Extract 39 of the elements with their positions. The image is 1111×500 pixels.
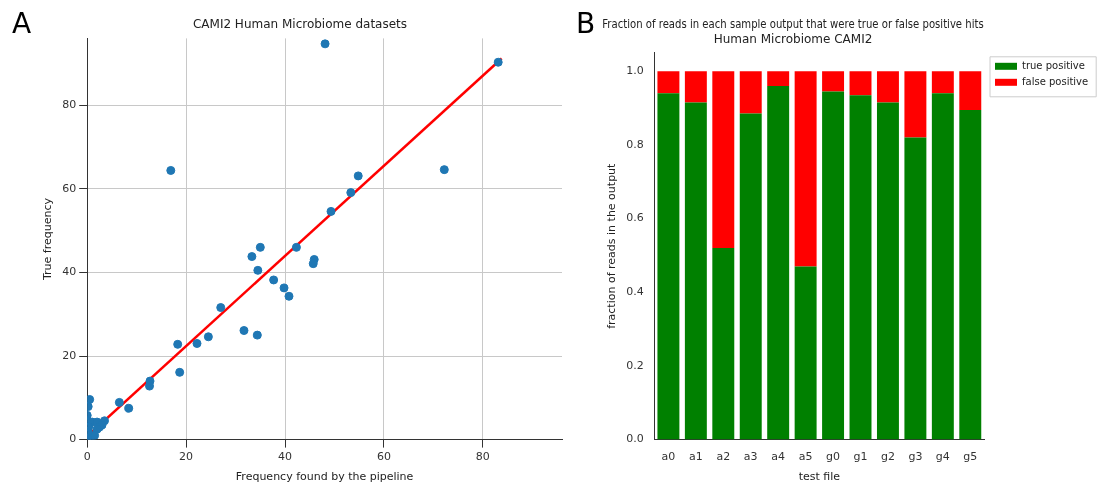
- x-axis-title: test file: [798, 470, 841, 484]
- y-tick-label: 0.0: [626, 432, 644, 446]
- x-tick-label: 60: [376, 450, 391, 464]
- y-tick-label: 40: [62, 265, 77, 279]
- chart-subtitle: Human Microbiome CAMI2: [713, 31, 873, 46]
- chart-title: Fraction of reads in each sample output that were true or false positive hits: [602, 17, 984, 32]
- x-tick-label: a3: [743, 450, 758, 464]
- x-tick-label: 40: [278, 450, 293, 464]
- x-tick-label: a4: [771, 450, 786, 464]
- x-tick-label: a5: [798, 450, 813, 464]
- y-axis-title: fraction of reads in the output: [605, 162, 619, 329]
- x-tick-label: 20: [179, 450, 194, 464]
- y-tick-label: 20: [62, 348, 77, 362]
- y-axis-title: True frequency: [41, 197, 55, 282]
- y-tick-label: 0: [69, 432, 77, 446]
- x-tick-label: g1: [853, 450, 868, 464]
- x-tick-label: g4: [935, 450, 950, 464]
- y-tick-label: 80: [62, 98, 77, 112]
- chart-title: CAMI2 Human Microbiome datasets: [192, 17, 408, 32]
- y-tick-label: 60: [62, 181, 77, 195]
- x-tick-label: 0: [83, 450, 91, 464]
- text: A: [12, 7, 32, 41]
- x-tick-label: g5: [963, 450, 978, 464]
- x-tick-label: a2: [716, 450, 731, 464]
- legend-label: true positive: [1022, 60, 1085, 72]
- x-tick-label: 80: [475, 450, 490, 464]
- y-tick-label: 0.8: [626, 137, 644, 151]
- x-tick-label: g3: [908, 450, 923, 464]
- x-axis-title: Frequency found by the pipeline: [235, 470, 414, 484]
- x-tick-label: g0: [826, 450, 841, 464]
- text: B: [576, 7, 596, 41]
- x-tick-label: a1: [688, 450, 703, 464]
- y-tick-label: 0.6: [626, 211, 644, 225]
- y-tick-label: 0.4: [626, 285, 644, 299]
- y-tick-label: 0.2: [626, 358, 644, 372]
- x-tick-label: g2: [880, 450, 895, 464]
- x-tick-label: a0: [661, 450, 676, 464]
- y-tick-label: 1.0: [626, 64, 644, 78]
- legend-label: false positive: [1022, 76, 1089, 88]
